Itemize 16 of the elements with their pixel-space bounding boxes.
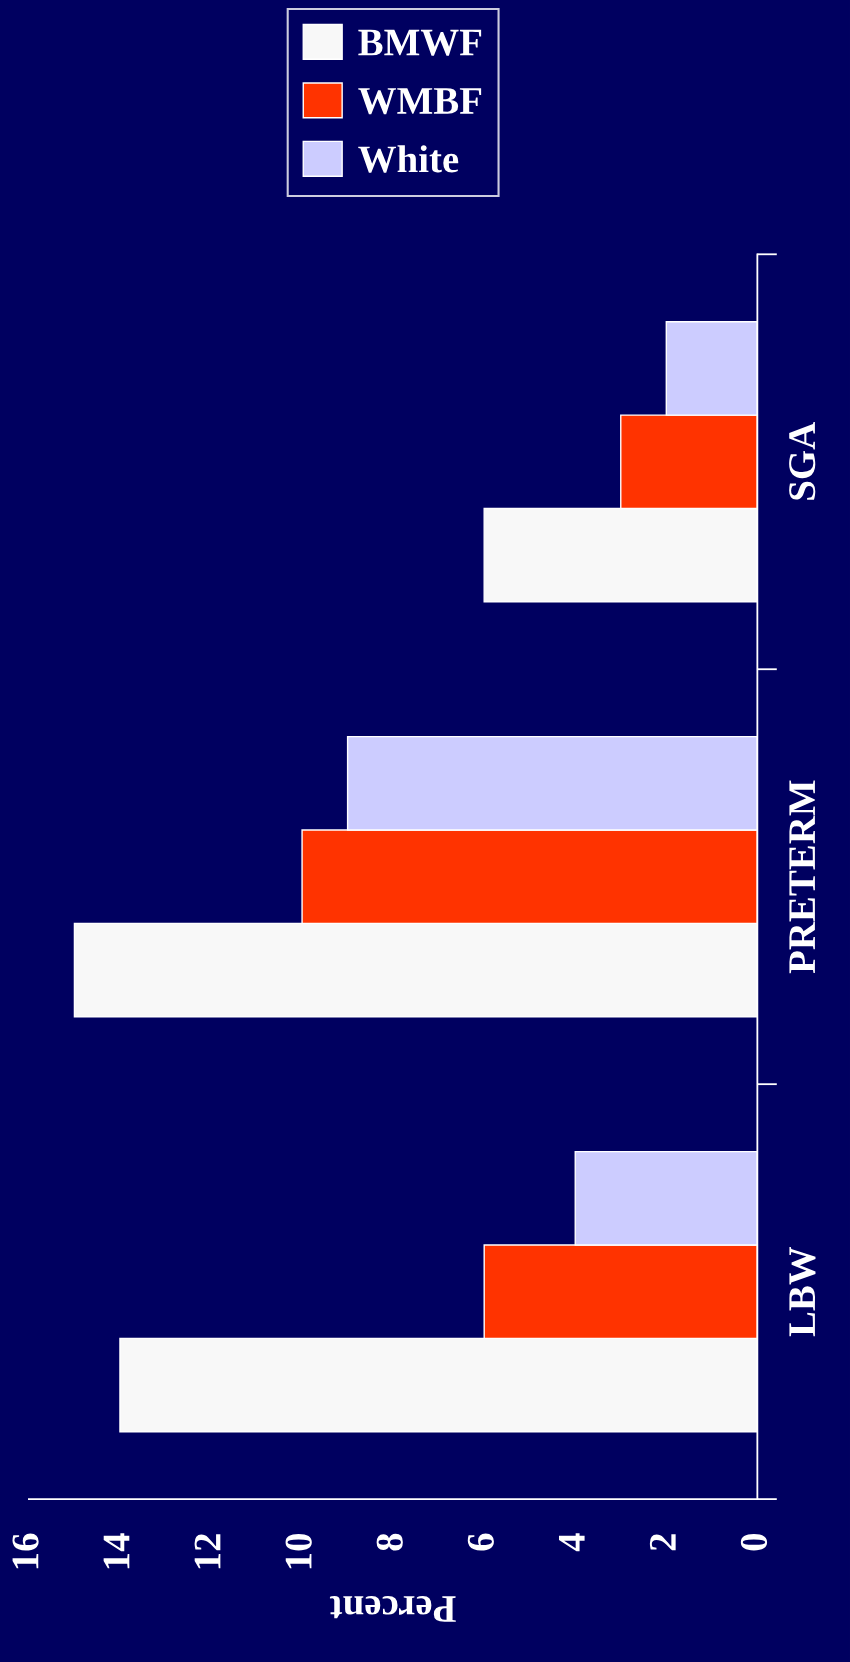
x-axis-title: Percent (329, 1595, 456, 1622)
x-tick-label: 4 (558, 1533, 585, 1552)
legend-label: BMWF (358, 29, 482, 56)
x-tick-label: 10 (285, 1533, 312, 1569)
x-tick-label: 6 (467, 1533, 494, 1551)
x-tick-label: 0 (740, 1533, 768, 1551)
x-tick-label: 14 (103, 1533, 130, 1569)
y-tick-label: SGA (789, 422, 816, 500)
y-tick-label: LBW (789, 1246, 816, 1337)
y-tick-label: PRETERM (789, 780, 815, 974)
x-tick-label: 12 (194, 1534, 221, 1569)
legend-label: White (358, 145, 459, 173)
x-tick-label: 2 (649, 1534, 676, 1551)
legend-label: WMBF (358, 88, 482, 115)
x-tick-label: 8 (376, 1533, 403, 1551)
x-tick-label: 16 (12, 1533, 39, 1569)
